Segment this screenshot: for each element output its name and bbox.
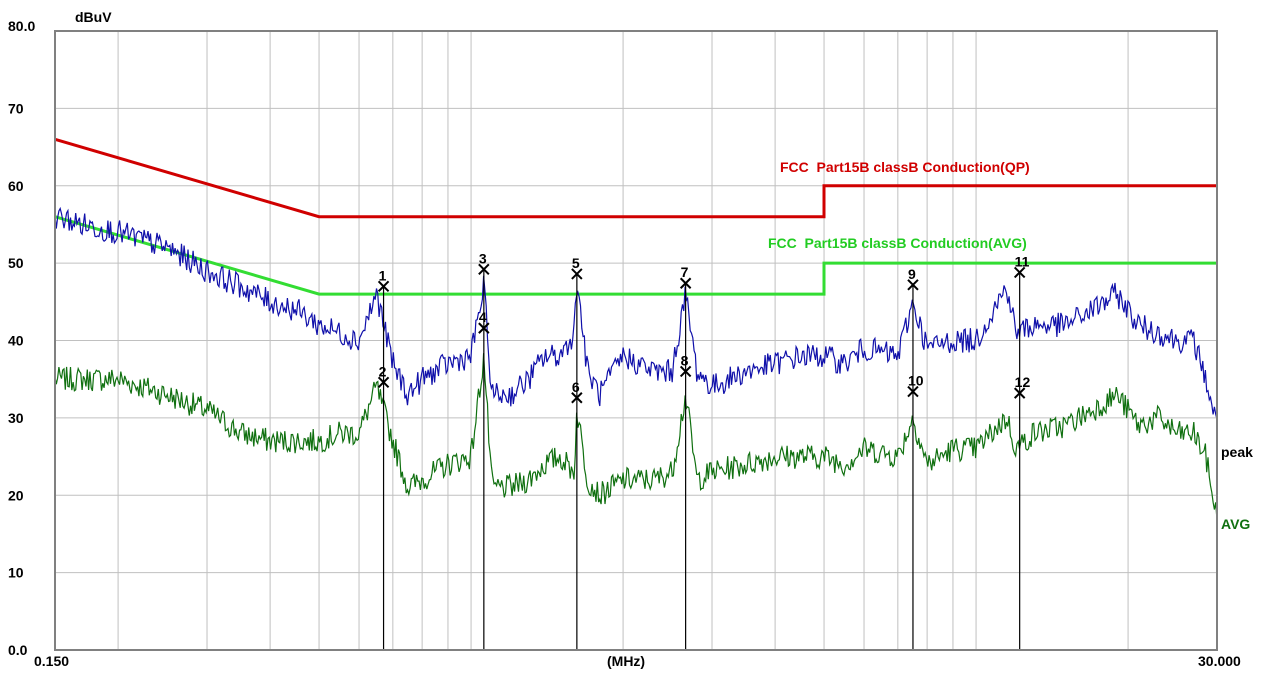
- marker-label: 10: [908, 373, 924, 389]
- marker-cross: [478, 263, 490, 276]
- marker-2: 2: [377, 363, 390, 388]
- peak-trace: [54, 206, 1218, 420]
- marker-6: 6: [571, 379, 583, 404]
- marker-label: 8: [681, 352, 689, 368]
- marker-cross: [679, 365, 692, 378]
- marker-4: 4: [478, 309, 490, 334]
- marker-cross: [907, 279, 919, 291]
- limit-lines: [54, 137, 1217, 296]
- y-tick-label: 60: [8, 178, 24, 194]
- marker-8: 8: [679, 352, 692, 378]
- marker-label: 1: [379, 267, 387, 283]
- plot-frame: [54, 30, 1218, 651]
- marker-1: 1: [377, 267, 390, 293]
- marker-label: 5: [572, 255, 580, 271]
- marker-label: 11: [1015, 253, 1030, 269]
- y-tick-label: 0.0: [8, 642, 28, 658]
- qp-limit-label: FCC Part15B classB Conduction(QP): [780, 159, 1030, 175]
- marker-label: 6: [572, 379, 580, 395]
- y-tick-label: 20: [8, 487, 24, 503]
- x-max-label: 30.000: [1198, 653, 1241, 669]
- y-tick-labels: 80.0 70 60 50 40 30 20 10 0.0: [8, 18, 35, 658]
- y-tick-label: 50: [8, 255, 24, 271]
- marker-cross: [679, 277, 692, 289]
- x-min-label: 0.150: [34, 653, 69, 669]
- qp-limit-line: [54, 137, 1217, 219]
- y-tick-label: 80.0: [8, 18, 35, 34]
- marker-3: 3: [478, 250, 490, 276]
- measurement-traces: [54, 206, 1218, 521]
- marker-cross: [478, 322, 490, 334]
- marker-5: 5: [571, 255, 583, 280]
- marker-cross: [571, 268, 583, 280]
- y-tick-label: 70: [8, 100, 24, 116]
- x-unit-label: (MHz): [607, 653, 645, 669]
- marker-7: 7: [679, 264, 692, 289]
- avg-trace-label: AVG: [1221, 516, 1250, 532]
- marker-label: 12: [1015, 374, 1031, 390]
- marker-label: 2: [379, 363, 387, 379]
- y-tick-label: 30: [8, 410, 24, 426]
- marker-cross: [377, 280, 390, 293]
- marker-cross: [377, 376, 390, 388]
- y-unit-label: dBuV: [75, 9, 112, 25]
- marker-cross: [571, 392, 583, 404]
- avg-limit-line: [54, 215, 1217, 296]
- marker-cross: [1013, 387, 1026, 399]
- marker-label: 3: [479, 250, 487, 266]
- y-tick-label: 40: [8, 333, 24, 349]
- peak-trace-label: peak: [1221, 444, 1253, 460]
- y-tick-label: 10: [8, 565, 24, 581]
- marker-12: 12: [1013, 374, 1031, 399]
- grid: [55, 31, 1217, 650]
- marker-10: 10: [907, 373, 924, 398]
- marker-cross: [1013, 266, 1026, 279]
- marker-cross: [907, 385, 919, 398]
- marker-11: 11: [1013, 253, 1030, 279]
- marker-label: 7: [681, 264, 689, 280]
- marker-label: 4: [479, 309, 487, 325]
- marker-9: 9: [907, 266, 919, 291]
- marker-label: 9: [908, 266, 916, 282]
- avg-trace: [54, 353, 1218, 521]
- avg-limit-label: FCC Part15B classB Conduction(AVG): [768, 235, 1027, 251]
